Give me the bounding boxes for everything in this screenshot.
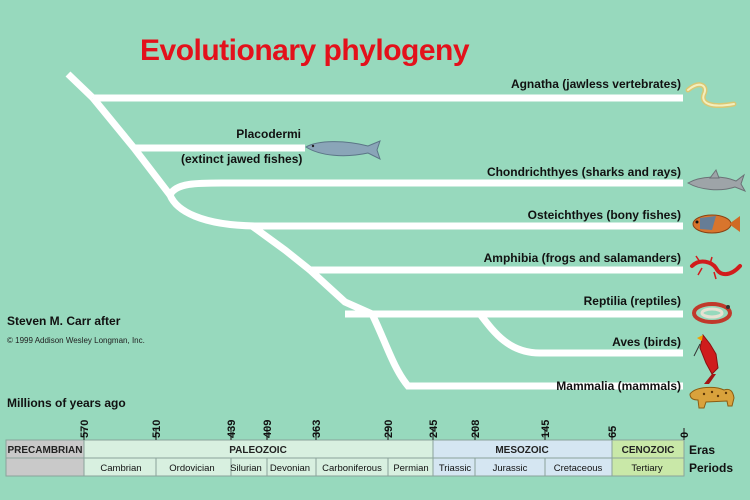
period-cambrian: Cambrian xyxy=(100,463,141,474)
trunk-branch xyxy=(65,71,96,101)
bony-fish-icon xyxy=(692,214,740,234)
phylogenetic-tree xyxy=(65,71,683,390)
diagram-title: Evolutionary phylogeny xyxy=(140,34,470,67)
eel-icon xyxy=(685,82,737,109)
time-tick-label: 245 xyxy=(428,420,440,438)
snake-icon xyxy=(692,302,732,324)
taxon-label-agnatha: Agnatha (jawless vertebrates) xyxy=(511,77,681,91)
era-paleozoic: PALEOZOIC xyxy=(229,445,287,456)
placodermi-note: (extinct jawed fishes) xyxy=(181,152,302,166)
period-devonian: Devonian xyxy=(270,463,310,474)
amniote-stem xyxy=(307,267,374,318)
time-tick-label: 0 xyxy=(679,432,691,438)
time-axis-label: Millions of years ago xyxy=(7,396,126,410)
time-tick-label: 409 xyxy=(262,420,274,438)
period-carboniferous: Carboniferous xyxy=(322,463,382,474)
eras-row-label: Eras xyxy=(689,443,716,457)
salamander-icon xyxy=(690,255,742,280)
taxon-label-reptilia: Reptilia (reptiles) xyxy=(584,294,681,308)
period-cretaceous: Cretaceous xyxy=(554,463,603,474)
taxon-label-chondrichthyes: Chondrichthyes (sharks and rays) xyxy=(487,165,681,179)
period-ordovician: Ordovician xyxy=(169,463,214,474)
time-tick-label: 439 xyxy=(226,420,238,438)
era-mesozoic: MESOZOIC xyxy=(495,445,548,456)
placoderm-fish-icon xyxy=(305,140,381,160)
taxon-label-mammalia: Mammalia (mammals) xyxy=(556,379,681,393)
taxon-label-placodermi: Placodermi xyxy=(236,127,301,141)
period-tertiary: Tertiary xyxy=(631,463,662,474)
time-tick-label: 65 xyxy=(607,426,619,438)
period-jurassic: Jurassic xyxy=(493,463,528,474)
branch-mammalia xyxy=(368,312,683,390)
time-tick-label: 145 xyxy=(540,420,552,438)
taxon-label-aves: Aves (birds) xyxy=(612,335,681,349)
big-cat-icon xyxy=(689,386,735,409)
author-credit: Steven M. Carr after xyxy=(7,314,121,328)
cardinal-bird-icon xyxy=(693,333,719,384)
taxon-label-amphibia: Amphibia (frogs and salamanders) xyxy=(484,251,681,265)
era-precambrian: PRECAMBRIAN xyxy=(8,445,83,456)
branch-chondrichthyes xyxy=(166,179,683,197)
time-tick-label: 510 xyxy=(151,420,163,438)
time-tick-label: 570 xyxy=(79,420,91,438)
time-tick-label: 290 xyxy=(383,420,395,438)
time-tick-label: 363 xyxy=(311,420,323,438)
branch-aves xyxy=(477,311,683,357)
geologic-timeline: 570 510 439 409 363 290 245 208 145 65 0 PRECAMBRI… xyxy=(5,420,691,477)
period-silurian: Silurian xyxy=(230,463,262,474)
taxon-label-osteichthyes: Osteichthyes (bony fishes) xyxy=(528,208,681,222)
time-tick-label: 208 xyxy=(470,420,482,438)
tetrapod-stem xyxy=(249,223,313,273)
shark-icon xyxy=(687,168,747,192)
copyright-notice: © 1999 Addison Wesley Longman, Inc. xyxy=(7,336,145,345)
periods-row-label: Periods xyxy=(689,461,734,475)
period-permian: Permian xyxy=(393,463,428,474)
period-triassic: Triassic xyxy=(439,463,472,474)
era-cenozoic: CENOZOIC xyxy=(622,445,675,456)
